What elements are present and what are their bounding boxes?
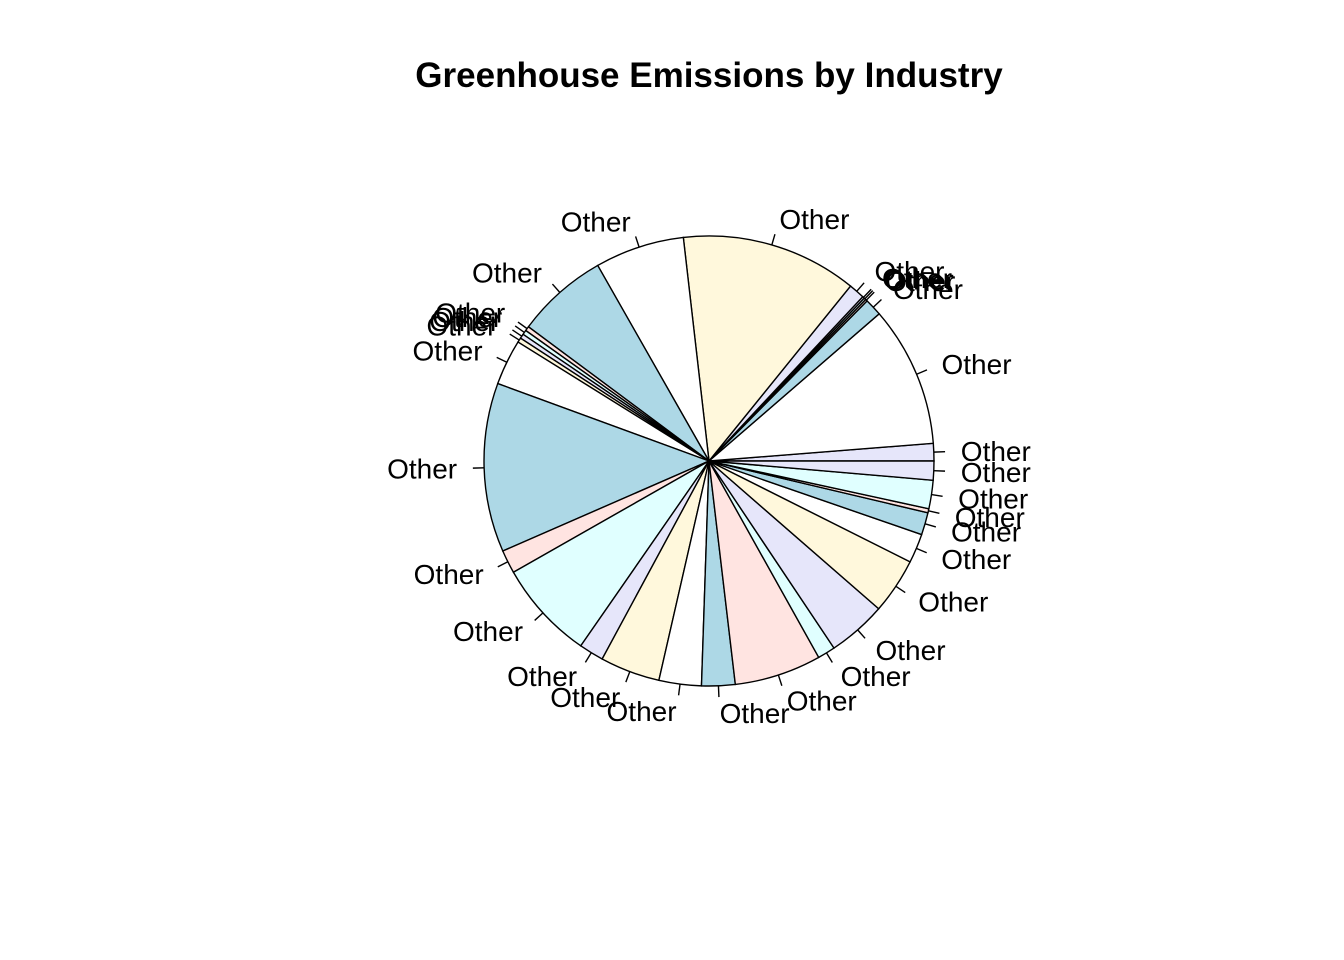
- pie-label-tick: [497, 561, 509, 568]
- pie-label-tick: [771, 233, 776, 246]
- pie-label-tick: [928, 510, 940, 514]
- pie-slice-label: Other: [955, 502, 1025, 533]
- pie-label-tick: [895, 585, 906, 594]
- pie-slice-label: Other: [435, 298, 505, 329]
- pie-slice-label: Other: [561, 206, 631, 237]
- pie-label-tick: [584, 652, 592, 663]
- pie-slice-label: Other: [414, 559, 484, 590]
- pie-slice-label: Other: [893, 274, 963, 305]
- pie-label-tick: [625, 671, 631, 683]
- pie-label-tick: [857, 629, 866, 639]
- pie-label-tick: [856, 282, 865, 292]
- chart-title: Greenhouse Emissions by Industry: [415, 56, 1003, 95]
- pie-slice-label: Other: [884, 264, 954, 295]
- pie-slice-label: Other: [961, 436, 1031, 467]
- pie-slice-label: Other: [720, 698, 790, 729]
- pie-slice-label: Other: [874, 256, 944, 287]
- pie-slice-label: Other: [875, 635, 945, 666]
- pie-label-tick: [924, 523, 937, 528]
- pie-label-tick: [931, 493, 943, 497]
- pie-slice-label: Other: [951, 516, 1021, 547]
- pie-label-tick: [517, 321, 528, 330]
- pie-label-tick: [551, 283, 561, 293]
- pie-label-tick: [496, 356, 508, 363]
- pie-slice-label: Other: [507, 661, 577, 692]
- pie-slice-label: Other: [779, 204, 849, 235]
- pie-slice: [483, 382, 711, 552]
- pie-slices: [483, 235, 935, 687]
- pie-label-tick: [512, 329, 523, 337]
- pie-label-tick: [534, 612, 544, 621]
- pie-slice-label: Other: [961, 457, 1031, 488]
- pie-slice-label: Other: [942, 349, 1012, 380]
- pie-label-tick: [677, 684, 681, 696]
- pie-labels: OtherOtherOtherOtherOtherOtherOtherOther…: [387, 204, 1031, 729]
- pie-label-tick: [825, 652, 833, 663]
- pie-slice-label: Other: [787, 686, 857, 717]
- pie-slice-label: Other: [413, 335, 483, 366]
- pie-slice-label: Other: [550, 682, 620, 713]
- pie-slice-label: Other: [885, 266, 955, 297]
- pie-slice: [682, 235, 852, 463]
- pie-label-tick: [916, 547, 927, 554]
- pie-slice: [708, 460, 935, 482]
- pie-slice-label: Other: [918, 586, 988, 617]
- pie-label-tick: [777, 674, 783, 686]
- pie-label-tick: [862, 288, 872, 298]
- pie-slice-label: Other: [429, 306, 499, 337]
- pie-slice: [706, 312, 935, 462]
- pie-slice-label: Other: [453, 616, 523, 647]
- pie-slice-label: Other: [882, 263, 952, 294]
- pie-label-tick: [916, 369, 928, 375]
- pie-slice-label: Other: [432, 302, 502, 333]
- pie-slice-label: Other: [607, 696, 677, 727]
- pie-slice-label: Other: [472, 257, 542, 288]
- pie-label-tick: [634, 236, 640, 248]
- pie-label-ticks: [472, 233, 946, 698]
- pie-slice-label: Other: [426, 311, 496, 342]
- pie-slice-label: Other: [841, 661, 911, 692]
- pie-label-tick: [872, 299, 882, 308]
- pie-label-tick: [514, 325, 525, 333]
- pie-slice: [512, 460, 710, 647]
- pie-slice-label: Other: [387, 454, 457, 485]
- pie-label-tick: [864, 290, 874, 300]
- pie-label-tick: [509, 333, 520, 341]
- pie-label-tick: [865, 291, 875, 301]
- pie-slice-label: Other: [958, 484, 1028, 515]
- pie-slice-label: Other: [941, 544, 1011, 575]
